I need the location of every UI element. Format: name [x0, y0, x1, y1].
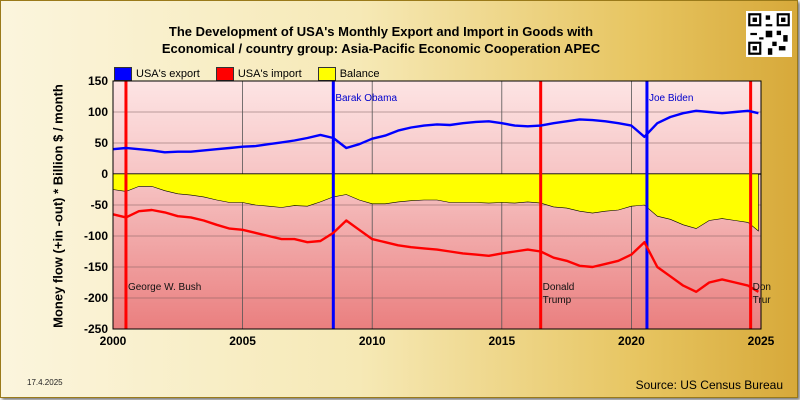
- event-label: George W. Bush: [128, 282, 201, 293]
- y-tick-label: -200: [84, 291, 108, 305]
- legend-item-import: USA's import: [215, 66, 302, 81]
- event-label: Don Trur: [753, 282, 772, 306]
- chart-legend: USA's export USA's import Balance: [114, 65, 395, 82]
- event-label: Barak Obama: [335, 93, 397, 104]
- x-tick-label: 2010: [359, 334, 386, 348]
- series-import-line: [112, 208, 760, 293]
- y-tick-label: 0: [101, 167, 108, 181]
- date-stamp: 17.4.2025: [27, 378, 63, 387]
- legend-label-balance: Balance: [339, 67, 380, 80]
- y-tick-label: -50: [91, 198, 109, 212]
- legend-swatch-import: [215, 66, 234, 81]
- title-line-2: Economical / country group: Asia-Pacific…: [161, 41, 601, 56]
- x-tick-label: 2020: [618, 334, 645, 348]
- x-tick-label: 2000: [100, 334, 127, 348]
- series-export-line: [112, 109, 759, 154]
- y-tick-label: 50: [95, 136, 109, 150]
- legend-item-export: USA's export: [114, 66, 200, 81]
- title-line-1: The Development of USA's Monthly Export …: [168, 24, 594, 39]
- y-tick-label: -100: [84, 229, 108, 243]
- y-tick-label: 100: [88, 105, 108, 119]
- qr-code-icon: [746, 11, 792, 57]
- x-tick-label: 2015: [488, 334, 515, 348]
- y-tick-label: -250: [84, 322, 108, 336]
- legend-swatch-balance: [317, 66, 336, 81]
- source-label: Source: US Census Bureau: [635, 378, 783, 392]
- x-tick-label: 2025: [748, 334, 775, 348]
- legend-label-import: USA's import: [237, 67, 302, 80]
- event-label: Joe Biden: [649, 93, 693, 104]
- x-tick-label: 2005: [229, 334, 256, 348]
- legend-label-export: USA's export: [136, 67, 200, 80]
- legend-swatch-export: [114, 66, 132, 81]
- legend-item-balance: Balance: [317, 66, 380, 81]
- chart-title: The Development of USA's Monthly Export …: [121, 23, 641, 57]
- series-balance-area: [112, 173, 759, 232]
- y-tick-label: 150: [88, 74, 108, 88]
- plot-border: [112, 80, 762, 330]
- y-tick-label: -150: [84, 260, 108, 274]
- event-label: Donald Trump: [543, 282, 575, 306]
